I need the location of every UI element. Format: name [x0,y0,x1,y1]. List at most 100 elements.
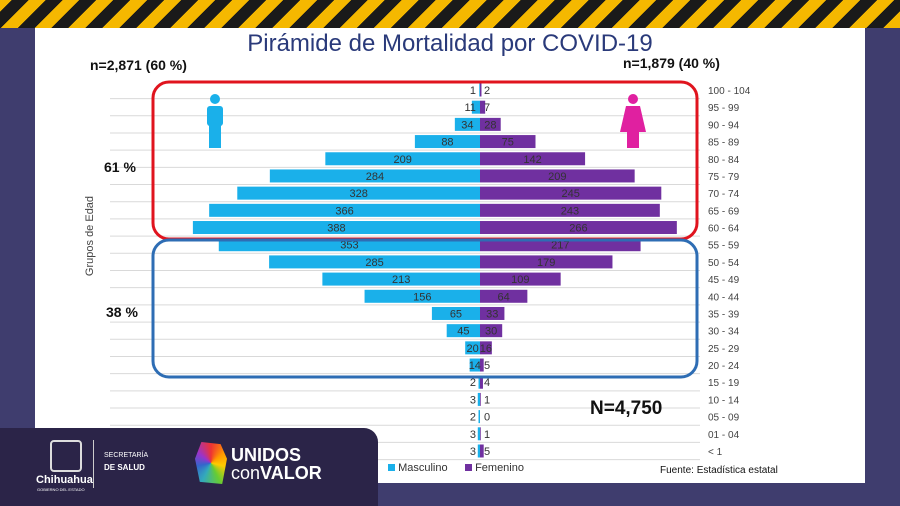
female-bar [480,255,613,269]
chihuahua-map-logo-icon [195,442,227,484]
male-bar [478,410,480,424]
category-tick-label: 50 - 54 [708,258,740,269]
male-value-label: 209 [393,154,411,166]
male-value-label: 353 [340,240,358,252]
lower-age-group-highlight [151,238,699,379]
male-value-label: 34 [461,119,473,131]
brand-valor: VALOR [260,463,322,483]
female-value-label: 217 [551,240,569,252]
state-name: Chihuahua [36,474,93,486]
male-bar [414,135,480,149]
female-bar [480,135,536,149]
male-value-label: 328 [349,188,367,200]
female-bar [480,100,486,114]
male-value-label: 388 [327,223,345,235]
gov-label: GOBIERNO DEL ESTADO [37,487,85,492]
male-bar [454,117,480,131]
female-value-label: 243 [561,205,579,217]
category-tick-label: 55 - 59 [708,241,740,252]
male-value-label: 285 [365,257,383,269]
female-value-label: 30 [485,326,497,338]
category-tick-label: 70 - 74 [708,189,740,200]
category-tick-label: 90 - 94 [708,120,740,131]
male-bar [478,375,480,389]
male-bar [446,324,480,338]
female-value-label: 142 [523,154,541,166]
category-tick-label: 25 - 29 [708,344,740,355]
category-tick-label: 01 - 04 [708,430,740,441]
divider [93,440,94,488]
chart-title: Pirámide de Mortalidad por COVID-19 [247,30,653,57]
female-person-icon [628,94,638,104]
hazard-stripes [0,0,900,28]
male-value-label: 284 [366,171,384,183]
female-bar [480,169,635,183]
category-tick-label: < 1 [708,447,723,458]
female-value-label: 0 [484,412,490,424]
female-bar [480,152,586,166]
male-bar [269,169,480,183]
male-value-label: 156 [413,291,431,303]
female-bar [480,83,482,97]
category-tick-label: 75 - 79 [708,172,740,183]
male-bar [471,100,480,114]
female-value-label: 109 [511,274,529,286]
female-value-label: 75 [502,137,514,149]
category-tick-label: 95 - 99 [708,103,740,114]
female-value-label: 266 [569,223,587,235]
male-value-label: 2 [470,377,476,389]
female-bar [480,444,484,458]
source-note: Fuente: Estadística estatal [660,465,778,476]
female-value-label: 1 [484,429,490,441]
female-value-label: 1 [484,394,490,406]
grand-total: N=4,750 [590,398,663,419]
female-person-icon-dress [620,106,646,132]
state-seal-icon [50,440,82,472]
female-bar [480,324,503,338]
category-tick-label: 35 - 39 [708,309,740,320]
male-bar [479,83,480,97]
secretaria: SECRETARÍA [104,452,149,459]
female-value-label: 33 [486,308,498,320]
female-value-label: 7 [484,102,490,114]
male-bar [192,221,480,235]
category-tick-label: 100 - 104 [708,86,751,97]
bottom-group-pct: 38 % [106,304,138,320]
category-tick-label: 10 - 14 [708,395,740,406]
male-value-label: 3 [470,429,476,441]
female-bar [480,358,484,372]
female-value-label: 179 [537,257,555,269]
legend-female: Femenino [465,462,524,474]
female-total: n=1,879 (40 %) [623,55,720,71]
female-bar [480,341,492,355]
female-bar [480,117,501,131]
female-value-label: 5 [484,446,490,458]
female-value-label: 16 [480,343,492,355]
female-bar [480,427,481,441]
male-bar [477,392,480,406]
male-total: n=2,871 (60 %) [90,57,187,73]
male-value-label: 11 [465,102,476,114]
male-bar [325,152,480,166]
female-bar [480,272,561,286]
male-value-label: 3 [470,446,476,458]
category-tick-label: 60 - 64 [708,224,740,235]
category-tick-label: 40 - 44 [708,292,740,303]
male-bar [469,358,480,372]
category-tick-label: 05 - 09 [708,413,740,424]
male-value-label: 14 [469,360,481,372]
female-bar [480,289,528,303]
category-tick-label: 30 - 34 [708,327,740,338]
male-value-label: 213 [392,274,410,286]
male-bar [322,272,480,286]
male-value-label: 3 [470,394,476,406]
female-value-label: 28 [484,119,496,131]
category-tick-label: 80 - 84 [708,155,740,166]
y-axis-label: Grupos de Edad [84,195,96,277]
female-bar [480,186,662,200]
male-value-label: 20 [466,343,478,355]
footer-banner: Chihuahua GOBIERNO DEL ESTADO SECRETARÍA… [0,428,378,506]
male-value-label: 65 [450,308,462,320]
male-value-label: 88 [441,137,453,149]
